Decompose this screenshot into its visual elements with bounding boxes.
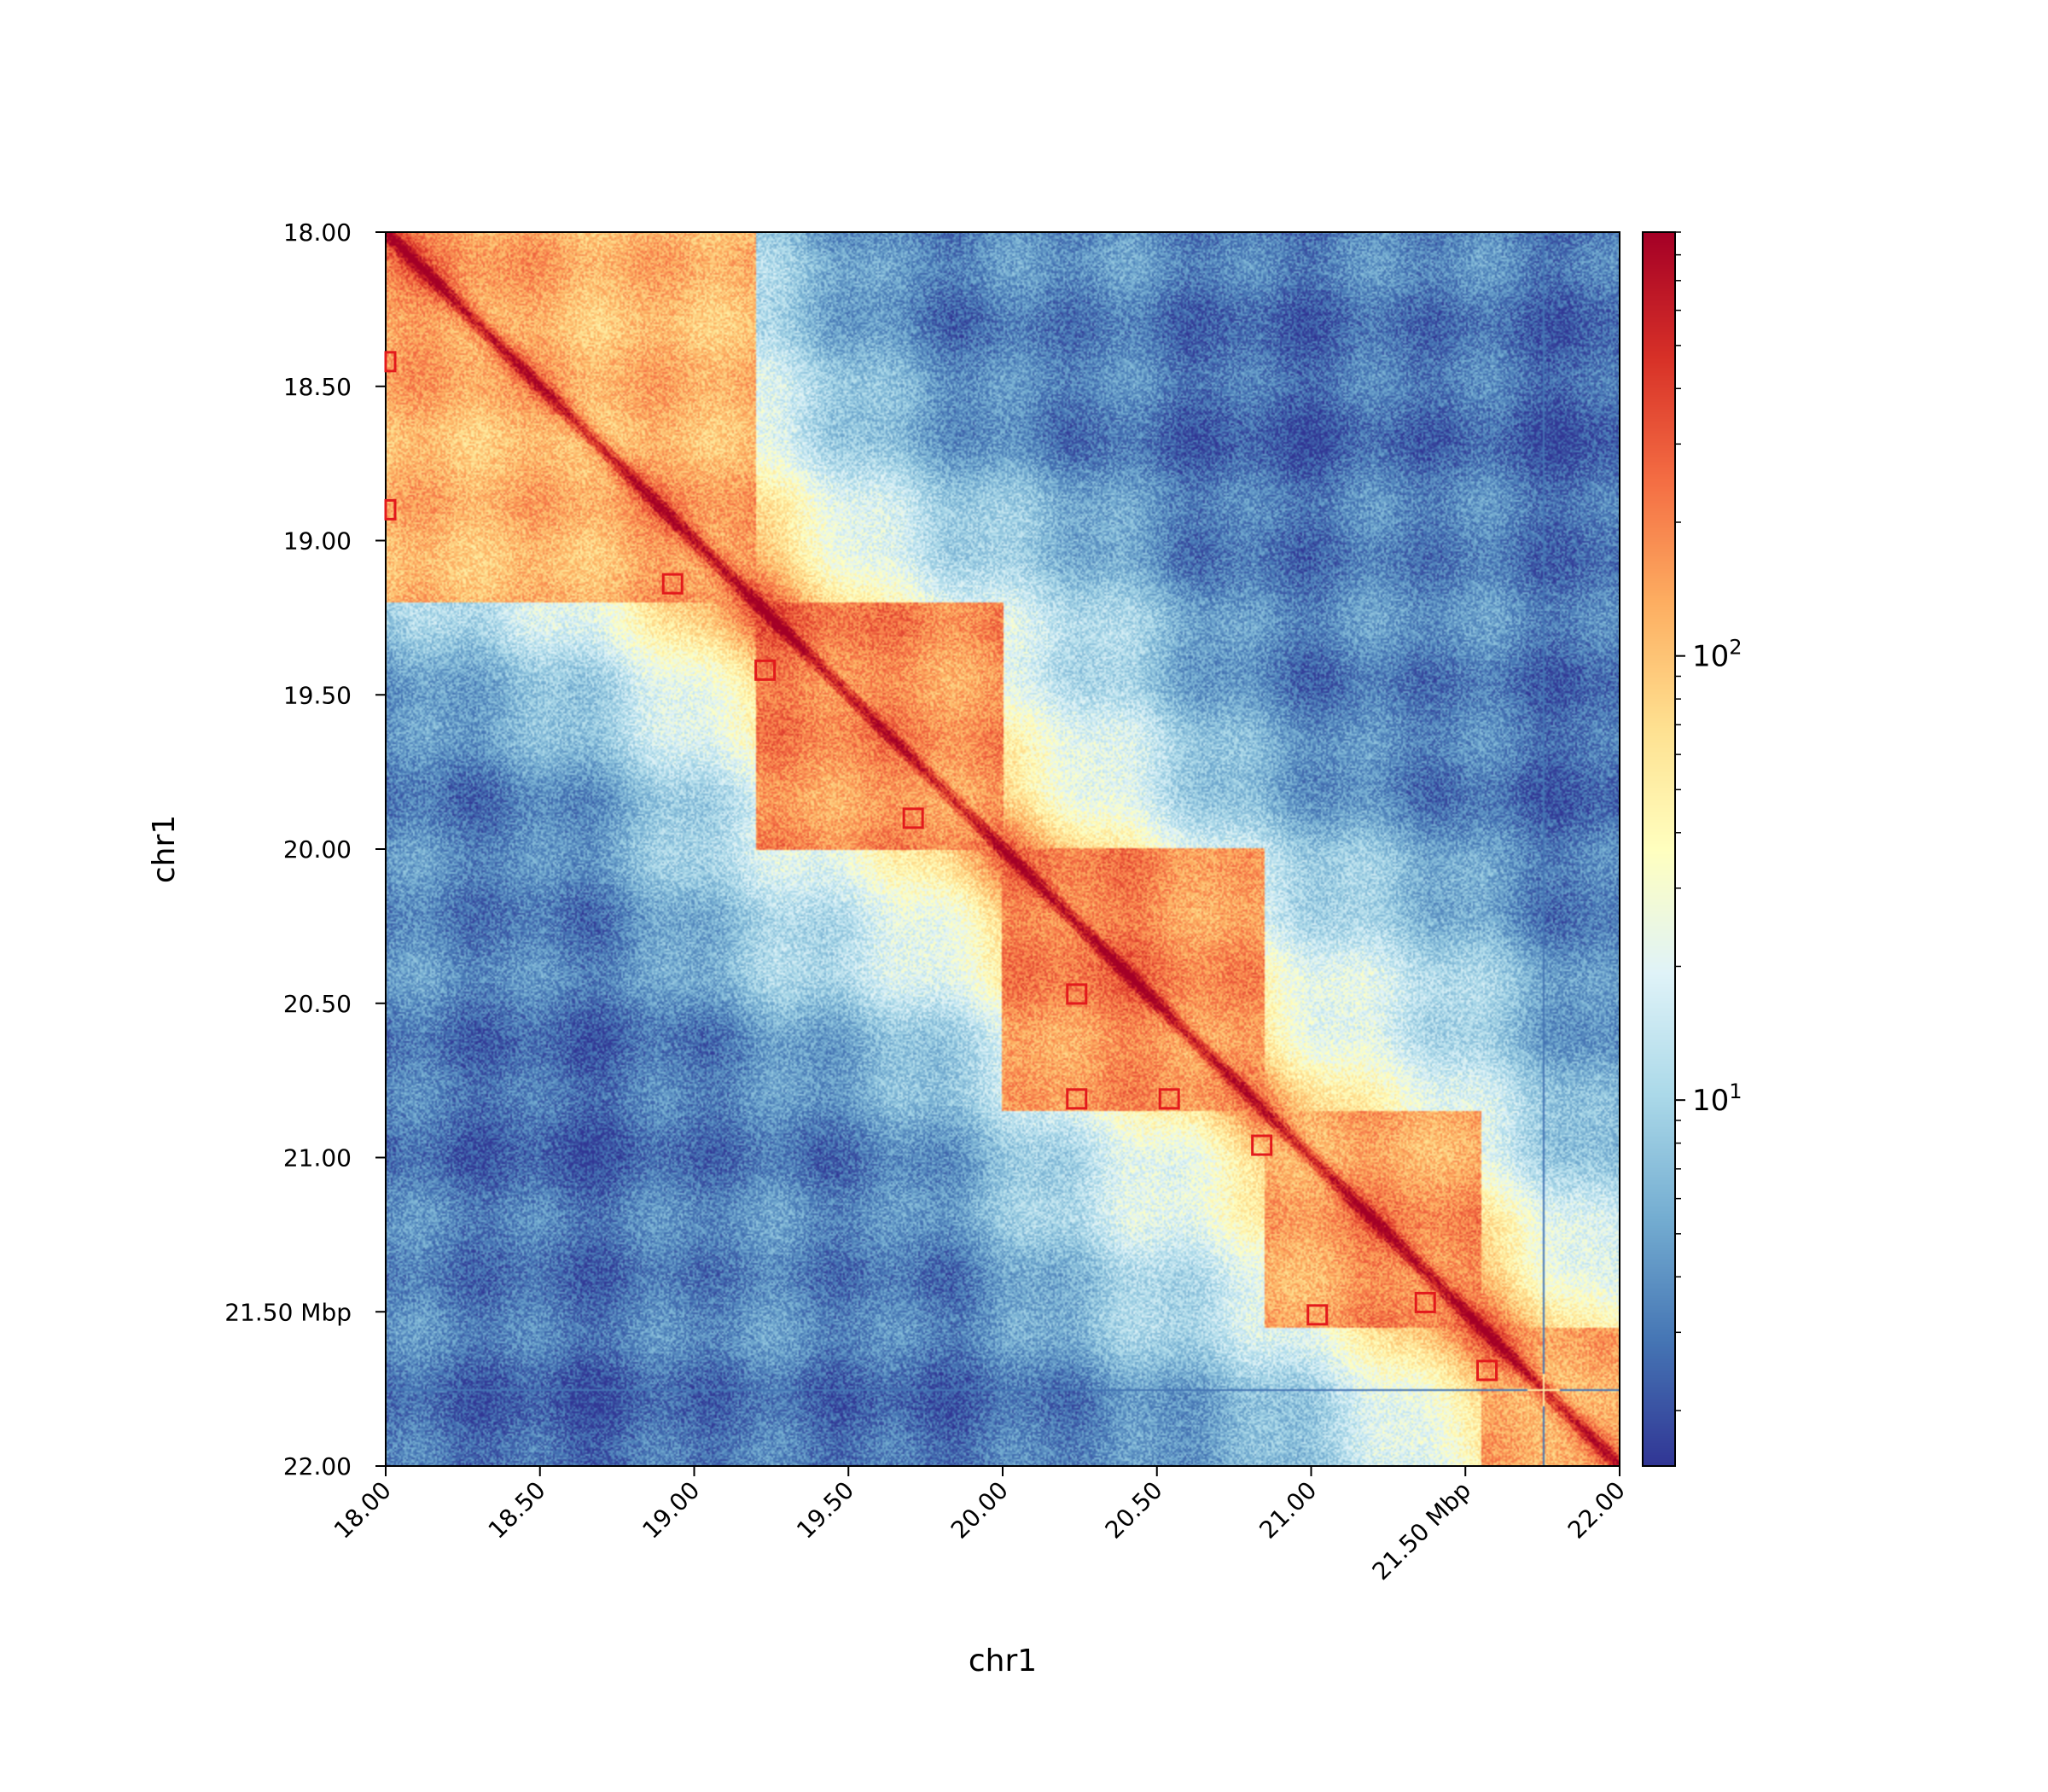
colorbar-ticks: 102 101 [1675, 231, 1743, 1411]
x-tick-label-7: 21.50 Mbp [1367, 1476, 1477, 1586]
y-axis-label: chr1 [147, 815, 182, 883]
y-tick-label-7: 21.50 Mbp [224, 1298, 352, 1326]
loop-marker-6 [1066, 1088, 1088, 1110]
loop-marker-10 [1414, 1291, 1436, 1313]
x-tick-label-8: 22.00 [1562, 1476, 1631, 1545]
loop-marker-4 [902, 807, 924, 829]
y-tick-label-1: 18.50 [283, 373, 352, 401]
loop-marker-11 [1476, 1359, 1498, 1382]
y-tick-label-6: 21.00 [283, 1144, 352, 1172]
x-tick-label-6: 21.00 [1254, 1476, 1322, 1545]
y-axis-ticks: 18.00 18.50 19.00 19.50 20.00 20.50 21.00 21.50… [224, 218, 386, 1481]
loop-marker-1 [384, 498, 397, 521]
x-axis-ticks: 18.00 18.50 19.00 19.50 20.00 20.50 21.00 21.50… [329, 1466, 1631, 1585]
loop-marker-3 [754, 659, 777, 681]
y-tick-label-3: 19.50 [283, 681, 352, 709]
colorbar-frame [1642, 231, 1676, 1467]
y-tick-label-4: 20.00 [283, 835, 352, 864]
x-axis-label: chr1 [969, 1644, 1037, 1679]
loop-marker-9 [1306, 1304, 1329, 1326]
y-tick-label-0: 18.00 [283, 218, 352, 247]
loop-marker-8 [1251, 1134, 1273, 1156]
heatmap-frame [385, 231, 1620, 1467]
x-tick-label-5: 20.50 [1100, 1476, 1168, 1545]
colorbar-tick-label-0: 102 [1692, 636, 1743, 674]
loop-marker-5 [1066, 983, 1088, 1005]
heatmap-matrix [386, 232, 1620, 1466]
loop-marker-2 [661, 573, 684, 595]
colorbar [1643, 232, 1675, 1466]
y-tick-label-2: 19.00 [283, 527, 352, 556]
y-tick-label-5: 20.50 [283, 990, 352, 1018]
loop-marker-0 [384, 351, 397, 373]
loop-marker-7 [1158, 1088, 1180, 1110]
x-tick-label-4: 20.00 [945, 1476, 1014, 1545]
y-tick-label-8: 22.00 [283, 1452, 352, 1481]
x-tick-label-2: 19.00 [637, 1476, 705, 1545]
colorbar-tick-label-1: 101 [1692, 1079, 1743, 1118]
x-tick-label-0: 18.00 [329, 1476, 397, 1545]
loop-markers [384, 351, 1498, 1382]
x-tick-label-1: 18.50 [483, 1476, 551, 1545]
x-tick-label-3: 19.50 [791, 1476, 859, 1545]
